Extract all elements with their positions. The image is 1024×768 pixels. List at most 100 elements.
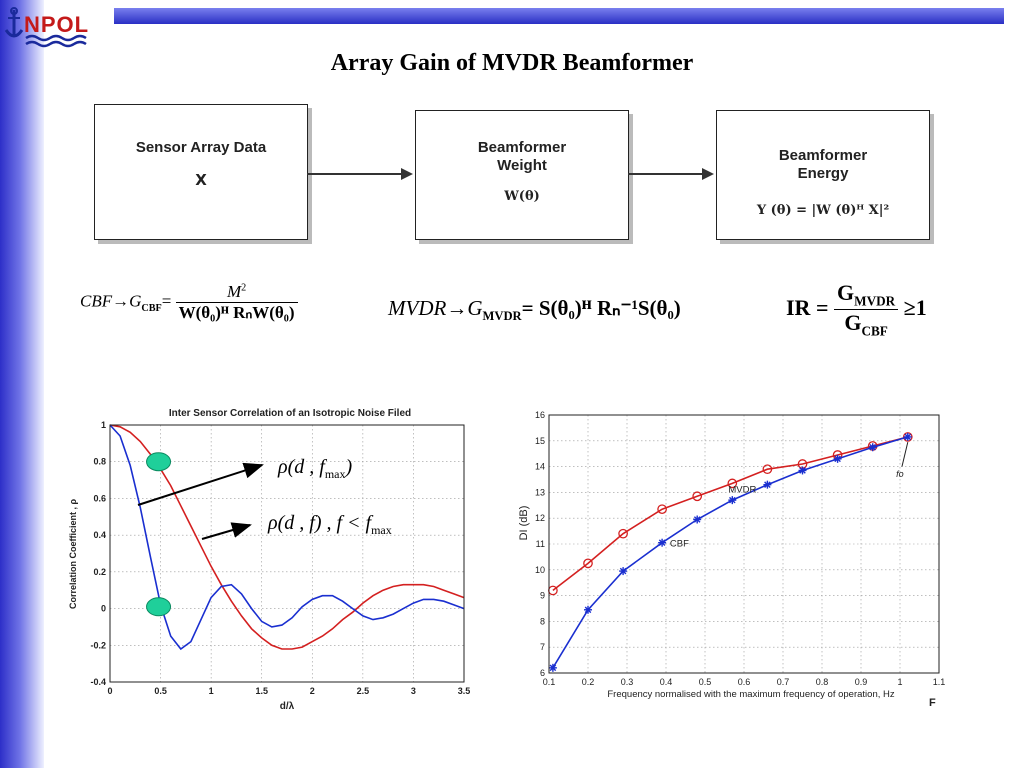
data-point (584, 605, 592, 614)
directivity-chart: 0.1 0.2 0.3 0.4 0.5 0.6 0.7 0.8 0.9 1 1.1 6 7 8 9 10 11 1… (518, 410, 945, 709)
beamformer-weight-box: Beamformer Weight W(θ) (415, 110, 629, 240)
directivity-chart-ticks: 0.1 0.2 0.3 0.4 0.5 0.6 0.7 0.8 0.9 1 1.1 6 7 8 9 10 11 1… (535, 410, 945, 687)
x-tick-label: 0.8 (816, 677, 829, 687)
y-tick-label: 6 (540, 668, 545, 678)
x-tick-label: 0.1 (543, 677, 556, 687)
y-tick-label: 0 (101, 604, 106, 614)
y-tick-label: 1 (101, 420, 106, 430)
data-point (763, 480, 772, 489)
y-tick-label: 10 (535, 565, 545, 575)
x-tick-label: 1.5 (255, 686, 268, 696)
rho-fmax-text: ρ(d , f (278, 456, 325, 478)
beamformer-energy-box: Beamformer Energy Y (θ) = |W (θ)ᴴ X|² (716, 110, 930, 240)
x-tick-label: 1.1 (933, 677, 946, 687)
fo-arrow (901, 441, 909, 467)
cbf-series-label: CBF (670, 539, 689, 550)
arrow-1 (307, 168, 413, 180)
arrow-rho-fmax (137, 462, 264, 506)
y-tick-label: 0.8 (93, 457, 106, 467)
y-tick-label: 0.4 (93, 530, 106, 540)
mvdr-formula: MVDR→GMVDR= S(θ₀)ᴴ Rₙ⁻¹S(θ₀) (388, 296, 681, 324)
data-point (693, 515, 702, 524)
correlation-chart-ticks: 0 0.5 1 1.5 2 2.5 3 3.5 -0.4 -0.2 0 0.2 0.4 0.6 0.8 1 (90, 420, 470, 696)
data-point (692, 491, 703, 502)
beamformer-energy-title: Beamformer Energy (778, 147, 868, 182)
directivity-chart-corner-label: F (929, 697, 936, 709)
rho-f-label: ρ(d , f) , f < fmax (268, 512, 392, 538)
y-tick-label: 7 (540, 642, 545, 652)
x-tick-label: 1 (209, 686, 214, 696)
data-point (903, 432, 912, 441)
correlation-chart-grid (110, 425, 464, 682)
directivity-chart-lines (548, 432, 913, 672)
left-gradient-bar (0, 0, 44, 768)
y-tick-label: 13 (535, 487, 545, 497)
rho-f-sub: max (371, 523, 392, 537)
x-tick-label: 0.4 (660, 677, 673, 687)
series-line-1 (552, 436, 909, 669)
data-point (583, 558, 593, 569)
ir-fraction: GMVDR GCBF (834, 280, 899, 340)
x-tick-label: 3 (411, 686, 416, 696)
series-line-0 (552, 436, 909, 592)
fo-annotation: fo (896, 469, 904, 479)
data-point (657, 504, 667, 515)
cbf-lhs: CBF→G (80, 291, 142, 311)
correlation-chart-frame (109, 424, 465, 683)
cbf-formula: CBF→GCBF= M2 W(θ₀)ᴴ RₙW(θ₀) (80, 282, 298, 323)
cbf-fraction: M2 W(θ₀)ᴴ RₙW(θ₀) (175, 282, 298, 323)
anchor-icon (4, 7, 24, 38)
data-point (762, 464, 773, 475)
directivity-chart-xlabel: Frequency normalised with the maximum fr… (607, 689, 894, 700)
ir-num-sub: MVDR (854, 293, 896, 309)
x-tick-label: 0.2 (582, 677, 595, 687)
correlation-chart-lines (109, 424, 465, 651)
correlation-chart-xlabel: d/λ (280, 701, 295, 712)
x-tick-label: 0.3 (621, 677, 634, 687)
cbf-num-sup: 2 (241, 282, 247, 294)
y-tick-label: 12 (535, 513, 545, 523)
cbf-num: M (226, 282, 242, 301)
y-tick-label: -0.4 (90, 677, 106, 687)
top-gradient-bar (114, 8, 1004, 24)
arrow-rho-f (201, 522, 252, 540)
y-tick-label: 8 (540, 616, 545, 626)
series-line-1 (109, 424, 465, 651)
annotation-arrows (137, 462, 264, 540)
rho-fmax-sub: max (324, 467, 346, 481)
rho-f-text: ρ(d , f) , f < f (268, 512, 372, 534)
data-point (868, 443, 877, 452)
data-point (902, 432, 913, 442)
data-point (548, 663, 557, 672)
svg-text:NPOL: NPOL (24, 12, 89, 37)
beamformer-energy-sub: Y (θ) = |W (θ)ᴴ X|² (756, 203, 890, 218)
y-tick-label: 14 (535, 462, 545, 472)
y-tick-label: 9 (540, 591, 545, 601)
npol-logo: NPOL (4, 7, 89, 48)
correlation-chart: Inter Sensor Correlation of an Isotropic… (68, 408, 470, 712)
ir-rhs: ≥1 (903, 294, 927, 320)
x-tick-label: 2.5 (357, 686, 370, 696)
x-tick-label: 0.5 (699, 677, 712, 687)
cbf-sub: CBF (141, 302, 162, 314)
sensor-array-sub: X (195, 171, 207, 189)
correlation-chart-title: Inter Sensor Correlation of an Isotropic… (169, 408, 411, 419)
directivity-chart-grid (549, 415, 939, 673)
x-tick-label: 1 (897, 677, 902, 687)
rho-fmax-label: ρ(d , fmax) (278, 456, 353, 481)
y-tick-label: -0.2 (90, 640, 106, 650)
ir-den-sub: CBF (861, 323, 888, 339)
ir-den: G (844, 310, 862, 336)
x-tick-label: 0 (107, 686, 112, 696)
data-point (619, 567, 628, 576)
sensor-array-box: Sensor Array Data X (94, 104, 308, 240)
x-tick-label: 0.5 (154, 686, 167, 696)
x-tick-label: 0.6 (738, 677, 751, 687)
y-tick-label: 16 (535, 410, 545, 420)
data-point (548, 585, 558, 596)
data-point (833, 454, 842, 463)
arrow-2 (628, 168, 714, 180)
cbf-den: W(θ₀)ᴴ RₙW(θ₀) (178, 303, 295, 322)
directivity-chart-frame (548, 414, 940, 674)
directivity-chart-ylabel: DI (dB) (518, 506, 530, 541)
